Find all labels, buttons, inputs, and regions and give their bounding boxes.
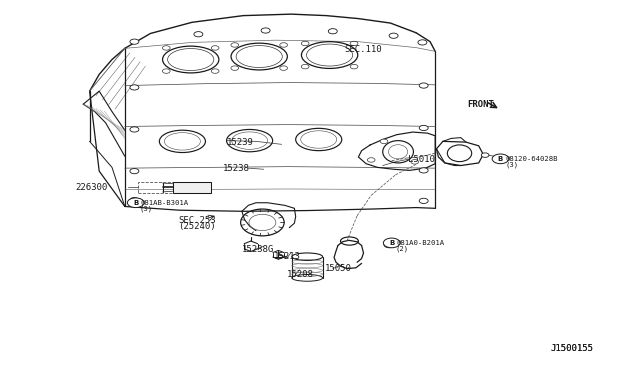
Circle shape [411,160,419,164]
Circle shape [328,29,337,34]
Circle shape [384,242,394,248]
Text: 08120-64028B: 08120-64028B [506,156,558,162]
Circle shape [389,33,398,38]
Text: FRONT: FRONT [467,100,494,109]
Circle shape [367,158,375,162]
Bar [173,182,211,193]
Text: (2): (2) [396,246,409,252]
Circle shape [418,40,427,45]
Circle shape [419,168,428,173]
Text: 081A0-B201A: 081A0-B201A [397,240,445,246]
Bar [138,182,184,193]
Text: (3): (3) [506,161,519,168]
Text: 15238G: 15238G [242,245,274,254]
Text: 15050: 15050 [325,264,352,273]
Text: SEC.110: SEC.110 [344,45,382,54]
Circle shape [419,198,428,203]
Circle shape [130,127,139,132]
Circle shape [383,238,400,248]
Circle shape [130,169,139,174]
Circle shape [261,28,270,33]
Circle shape [419,125,428,131]
Circle shape [130,198,139,203]
Circle shape [481,153,489,157]
Text: L5010: L5010 [408,155,435,164]
Text: B: B [498,156,503,162]
Text: J1500155: J1500155 [551,344,594,353]
Text: 15239: 15239 [227,138,254,147]
Text: 15208: 15208 [287,270,314,279]
Text: 081AB-B301A: 081AB-B301A [141,200,189,206]
Circle shape [127,198,144,208]
Text: B: B [133,200,138,206]
Circle shape [130,85,139,90]
Circle shape [194,32,203,37]
Circle shape [492,154,509,164]
Text: J1500155: J1500155 [551,344,594,353]
Circle shape [130,39,139,44]
Text: SEC.253: SEC.253 [178,216,216,225]
Bar [408,165,410,166]
Text: (25240): (25240) [178,222,216,231]
Text: 15213: 15213 [274,252,301,261]
Text: B: B [389,240,394,246]
Circle shape [419,83,428,88]
Text: (3): (3) [140,205,153,212]
Text: 226300: 226300 [76,183,108,192]
Circle shape [380,139,388,144]
Text: 15238: 15238 [223,164,250,173]
